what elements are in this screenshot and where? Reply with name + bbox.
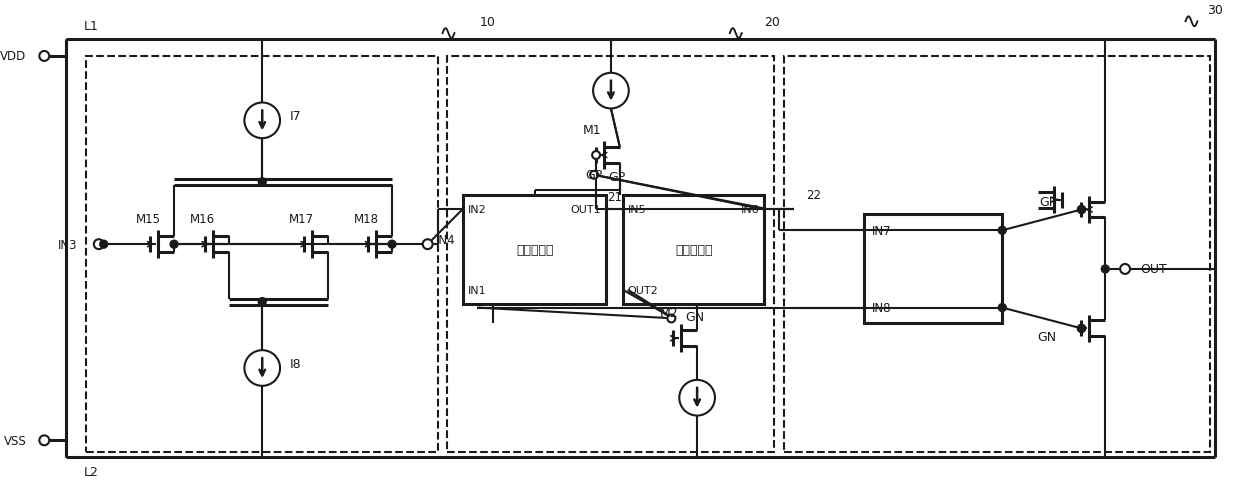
Circle shape [1078,325,1085,333]
Circle shape [998,227,1006,235]
Text: IN3: IN3 [57,238,77,251]
Text: 21: 21 [606,191,622,203]
Text: I8: I8 [290,357,301,370]
Text: IN1: IN1 [469,285,487,295]
Circle shape [1078,206,1085,214]
Circle shape [388,241,396,248]
Text: M16: M16 [190,212,216,225]
Text: 22: 22 [806,189,822,202]
Circle shape [94,240,104,249]
Bar [448,57,775,452]
Text: IN8: IN8 [872,302,892,314]
Text: GN: GN [1038,330,1056,343]
Circle shape [170,241,179,248]
Circle shape [667,315,676,323]
Circle shape [99,241,108,248]
Text: 10: 10 [479,16,495,29]
Text: IN7: IN7 [872,224,892,237]
Text: 30: 30 [1208,4,1223,17]
Circle shape [423,240,433,249]
Circle shape [258,298,267,306]
Text: I7: I7 [290,110,301,122]
Circle shape [1101,265,1110,273]
Text: M17: M17 [289,212,315,225]
Text: IN2: IN2 [469,204,487,214]
Text: GP: GP [585,169,603,182]
Text: GN: GN [686,310,704,324]
Text: 第一比较器: 第一比较器 [516,243,553,256]
Text: IN5: IN5 [627,204,646,214]
Circle shape [593,152,600,160]
Bar [622,195,765,304]
Circle shape [998,304,1006,312]
Text: OUT1: OUT1 [570,204,601,214]
Text: 20: 20 [765,16,780,29]
Text: L2: L2 [83,465,98,478]
Circle shape [40,52,50,62]
Text: VSS: VSS [4,434,26,447]
Text: OUT2: OUT2 [627,285,658,295]
Text: L1: L1 [83,20,98,33]
Circle shape [1078,206,1085,214]
Circle shape [258,179,267,186]
Circle shape [40,435,50,446]
Circle shape [1120,264,1130,274]
Text: M1: M1 [583,123,601,137]
Bar [86,57,438,452]
Text: IN4: IN4 [435,233,455,246]
Text: GP: GP [1039,196,1056,209]
Text: VDD: VDD [0,50,26,63]
Text: 第二比较器: 第二比较器 [675,243,713,256]
Circle shape [590,171,598,180]
Text: IN6: IN6 [742,204,760,214]
Circle shape [1078,325,1085,333]
Bar [785,57,1210,452]
Bar [464,195,606,304]
Text: GP: GP [608,171,625,184]
Bar [863,215,1002,324]
Text: M18: M18 [353,212,378,225]
Text: M2: M2 [660,306,678,319]
Text: M15: M15 [136,212,161,225]
Text: OUT: OUT [1140,263,1167,276]
